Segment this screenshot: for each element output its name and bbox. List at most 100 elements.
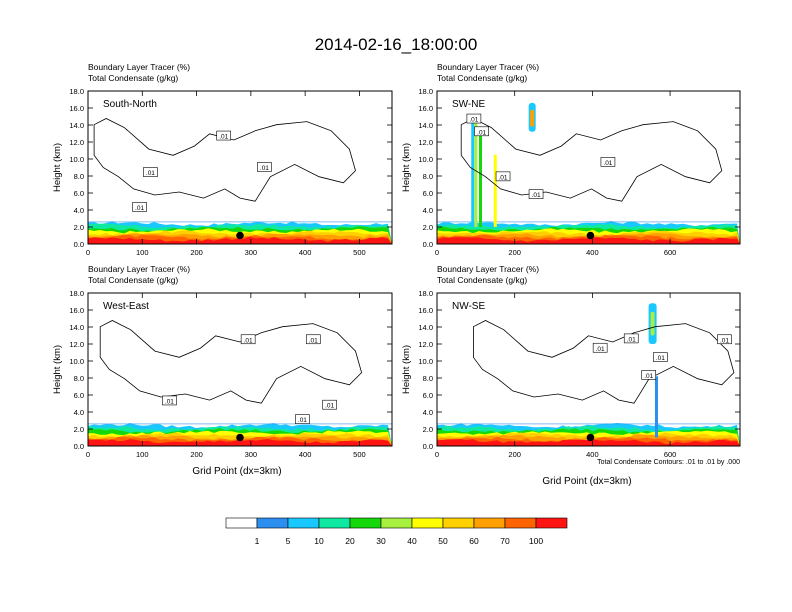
y-tick-label: 6.0 — [423, 189, 433, 198]
contour-label: .01 — [257, 162, 272, 172]
colorbar-label: 1 — [255, 536, 260, 546]
contour-label: .01 — [216, 130, 232, 141]
contour-label-box — [132, 202, 147, 212]
colorbar-swatch — [287, 517, 320, 529]
y-axis-label: Height (km) — [52, 345, 63, 394]
contour-label-text: .01 — [477, 129, 486, 136]
contour-label-text: .01 — [146, 170, 155, 177]
y-axis-label: Height (km) — [52, 143, 63, 192]
tracer-plume — [479, 129, 483, 227]
x-tick-label: 100 — [136, 450, 149, 459]
x-tick-label: 200 — [190, 248, 203, 257]
contour-note: Total Condensate Contours: .01 to .01 by… — [597, 459, 740, 466]
contour-label-text: .01 — [298, 417, 307, 424]
contour-label: .01 — [623, 333, 639, 344]
contour-label: .01 — [295, 414, 310, 424]
colorbar-swatch — [504, 517, 537, 529]
contour-label-text: .01 — [603, 160, 612, 167]
y-tick-label: 4.0 — [423, 206, 433, 215]
y-tick-label: 2.0 — [423, 425, 433, 434]
contour-label-text: .01 — [499, 174, 508, 181]
y-tick-label: 0.0 — [423, 442, 433, 451]
contour-label-text: .01 — [135, 205, 144, 212]
contour-label-text: .01 — [260, 165, 269, 172]
x-tick-label: 0 — [435, 248, 439, 257]
contour-label-box — [162, 395, 177, 406]
y-axis-label: Height (km) — [401, 143, 412, 192]
location-marker — [236, 231, 244, 240]
y-tick-label: 4.0 — [74, 206, 84, 215]
contour-label-box — [295, 414, 310, 424]
panel-header-condensate: Total Condensate (g/kg) — [88, 73, 178, 83]
y-tick-label: 14.0 — [69, 121, 84, 130]
condensate-contour — [473, 320, 735, 404]
x-axis-label-right: Grid Point (dx=3km) — [542, 476, 631, 487]
contour-label-text: .01 — [219, 134, 228, 141]
contour-label-text: .01 — [165, 398, 174, 405]
y-tick-label: 12.0 — [418, 340, 433, 349]
x-tick-label: 400 — [299, 450, 312, 459]
y-tick-label: 16.0 — [418, 104, 433, 113]
y-tick-label: 16.0 — [69, 104, 84, 113]
tracer-plume — [474, 118, 478, 227]
x-tick-label: 600 — [664, 248, 677, 257]
x-tick-label: 200 — [508, 450, 521, 459]
panel-south-north: Boundary Layer Tracer (%)Total Condensat… — [52, 62, 393, 257]
contour-label-box — [623, 333, 639, 344]
colorbar-label: 20 — [345, 536, 355, 546]
y-tick-label: 16.0 — [418, 306, 433, 315]
y-tick-label: 8.0 — [74, 374, 84, 383]
contour-label-text: .01 — [627, 336, 636, 343]
contour-label: .01 — [132, 202, 147, 212]
y-tick-label: 14.0 — [418, 323, 433, 332]
contour-label-text: .01 — [325, 403, 334, 410]
x-tick-label: 300 — [245, 450, 258, 459]
panel-header-condensate: Total Condensate (g/kg) — [88, 275, 178, 285]
contour-label: .01 — [641, 370, 657, 380]
x-tick-label: 200 — [190, 450, 203, 459]
contour-label: .01 — [592, 342, 608, 353]
y-tick-label: 0.0 — [74, 442, 84, 451]
y-tick-label: 12.0 — [418, 138, 433, 147]
y-tick-label: 2.0 — [74, 223, 84, 232]
y-tick-label: 6.0 — [74, 189, 84, 198]
tracer-band — [88, 439, 392, 446]
y-tick-label: 16.0 — [69, 306, 84, 315]
y-tick-label: 12.0 — [69, 340, 84, 349]
x-tick-label: 400 — [586, 450, 599, 459]
colorbar-swatch — [225, 517, 258, 529]
colorbar-label: 100 — [529, 536, 543, 546]
colorbar-label: 70 — [500, 536, 510, 546]
y-tick-label: 10.0 — [418, 357, 433, 366]
panel-header-tracer: Boundary Layer Tracer (%) — [88, 62, 190, 72]
y-tick-label: 12.0 — [69, 138, 84, 147]
x-tick-label: 500 — [353, 450, 366, 459]
panel-header-tracer: Boundary Layer Tracer (%) — [88, 264, 190, 274]
panel-nw-se: Boundary Layer Tracer (%)Total Condensat… — [401, 264, 741, 459]
y-tick-label: 10.0 — [418, 155, 433, 164]
y-tick-label: 2.0 — [423, 223, 433, 232]
location-marker — [236, 433, 244, 442]
plot-frame — [87, 292, 393, 447]
contour-label-box — [653, 352, 668, 362]
colorbar-swatch — [349, 517, 382, 529]
y-tick-label: 4.0 — [423, 408, 433, 417]
location-marker — [586, 433, 595, 442]
panel-sw-ne: Boundary Layer Tracer (%)Total Condensat… — [401, 62, 741, 257]
y-tick-label: 18.0 — [418, 87, 433, 96]
colorbar-label: 60 — [469, 536, 479, 546]
x-tick-label: 400 — [299, 248, 312, 257]
y-axis-label: Height (km) — [401, 345, 412, 394]
contour-label: .01 — [653, 352, 668, 362]
tracer-band — [88, 236, 392, 244]
contour-label-text: .01 — [596, 346, 605, 353]
y-tick-label: 6.0 — [423, 391, 433, 400]
contour-label-box — [216, 130, 232, 141]
contour-label-box — [257, 162, 272, 172]
panel-header-condensate: Total Condensate (g/kg) — [437, 275, 527, 285]
y-tick-label: 10.0 — [69, 155, 84, 164]
contour-label: .01 — [305, 334, 321, 344]
y-tick-label: 2.0 — [74, 425, 84, 434]
location-marker — [586, 231, 595, 240]
